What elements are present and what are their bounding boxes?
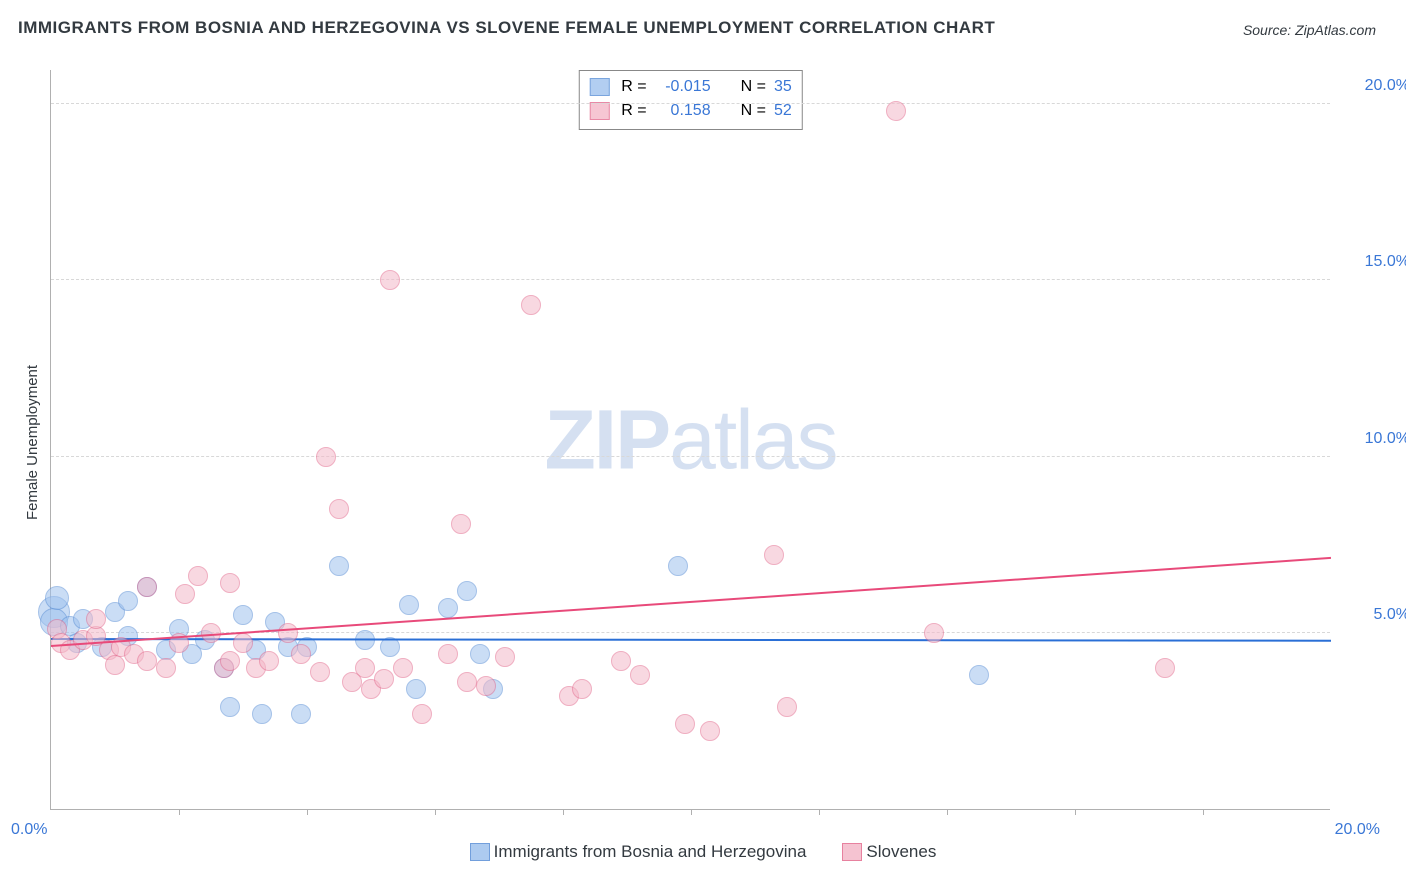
data-point <box>329 556 349 576</box>
source-prefix: Source: <box>1243 22 1295 38</box>
data-point <box>137 651 157 671</box>
data-point <box>45 586 69 610</box>
data-point <box>451 514 471 534</box>
data-point <box>291 644 311 664</box>
source-name: ZipAtlas.com <box>1295 22 1376 38</box>
x-tick <box>307 809 308 815</box>
source-attribution: Source: ZipAtlas.com <box>1243 22 1376 38</box>
data-point <box>252 704 272 724</box>
data-point <box>220 573 240 593</box>
r-label: R = <box>621 75 646 99</box>
data-point <box>310 662 330 682</box>
data-point <box>105 655 125 675</box>
data-point <box>156 658 176 678</box>
x-tick <box>947 809 948 815</box>
x-tick <box>179 809 180 815</box>
scatter-plot-area: ZIPatlas R =-0.015N =35R =0.158N =52 5.0… <box>50 70 1330 810</box>
data-point <box>572 679 592 699</box>
correlation-stats-box: R =-0.015N =35R =0.158N =52 <box>578 70 802 130</box>
data-point <box>924 623 944 643</box>
data-point <box>86 609 106 629</box>
gridline <box>51 456 1330 457</box>
legend-swatch <box>589 102 609 120</box>
data-point <box>457 581 477 601</box>
data-point <box>777 697 797 717</box>
bottom-legend: Immigrants from Bosnia and Herzegovina Sl… <box>0 842 1406 866</box>
data-point <box>412 704 432 724</box>
data-point <box>457 672 477 692</box>
r-value: -0.015 <box>655 75 711 99</box>
data-point <box>380 270 400 290</box>
x-tick <box>1203 809 1204 815</box>
y-axis-label: Female Unemployment <box>24 365 41 520</box>
data-point <box>316 447 336 467</box>
data-point <box>668 556 688 576</box>
legend-swatch <box>470 843 490 861</box>
data-point <box>611 651 631 671</box>
data-point <box>521 295 541 315</box>
watermark-bold: ZIP <box>544 392 669 486</box>
y-tick-label: 15.0% <box>1365 253 1406 271</box>
data-point <box>233 633 253 653</box>
data-point <box>470 644 490 664</box>
n-value: 35 <box>774 75 792 99</box>
data-point <box>764 545 784 565</box>
watermark-rest: atlas <box>669 392 836 486</box>
data-point <box>291 704 311 724</box>
legend-swatch <box>842 843 862 861</box>
x-tick <box>435 809 436 815</box>
stats-row: R = -0.015 N = 35 <box>589 75 791 99</box>
y-tick-label: 20.0% <box>1365 77 1406 95</box>
gridline <box>51 103 1330 104</box>
data-point <box>329 499 349 519</box>
data-point <box>438 598 458 618</box>
data-point <box>233 605 253 625</box>
legend-item: Slovenes <box>842 842 936 862</box>
regression-line <box>51 557 1331 647</box>
y-tick-label: 10.0% <box>1365 430 1406 448</box>
legend-label: Immigrants from Bosnia and Herzegovina <box>494 842 807 862</box>
legend-label: Slovenes <box>866 842 936 862</box>
data-point <box>630 665 650 685</box>
y-tick-label: 5.0% <box>1374 606 1406 624</box>
data-point <box>374 669 394 689</box>
x-tick <box>563 809 564 815</box>
data-point <box>220 697 240 717</box>
chart-title: IMMIGRANTS FROM BOSNIA AND HERZEGOVINA V… <box>18 18 995 38</box>
data-point <box>393 658 413 678</box>
x-tick <box>691 809 692 815</box>
x-tick <box>819 809 820 815</box>
data-point <box>259 651 279 671</box>
data-point <box>137 577 157 597</box>
data-point <box>1155 658 1175 678</box>
data-point <box>495 647 515 667</box>
data-point <box>355 658 375 678</box>
data-point <box>700 721 720 741</box>
legend-item: Immigrants from Bosnia and Herzegovina <box>470 842 807 862</box>
gridline <box>51 279 1330 280</box>
origin-label: 0.0% <box>11 821 47 839</box>
n-label: N = <box>741 75 766 99</box>
data-point <box>278 623 298 643</box>
data-point <box>438 644 458 664</box>
watermark: ZIPatlas <box>544 391 836 488</box>
data-point <box>406 679 426 699</box>
data-point <box>220 651 240 671</box>
data-point <box>188 566 208 586</box>
data-point <box>476 676 496 696</box>
data-point <box>399 595 419 615</box>
data-point <box>175 584 195 604</box>
data-point <box>969 665 989 685</box>
legend-swatch <box>589 78 609 96</box>
data-point <box>675 714 695 734</box>
data-point <box>886 101 906 121</box>
x-max-label: 20.0% <box>1335 821 1380 839</box>
x-tick <box>1075 809 1076 815</box>
data-point <box>118 591 138 611</box>
